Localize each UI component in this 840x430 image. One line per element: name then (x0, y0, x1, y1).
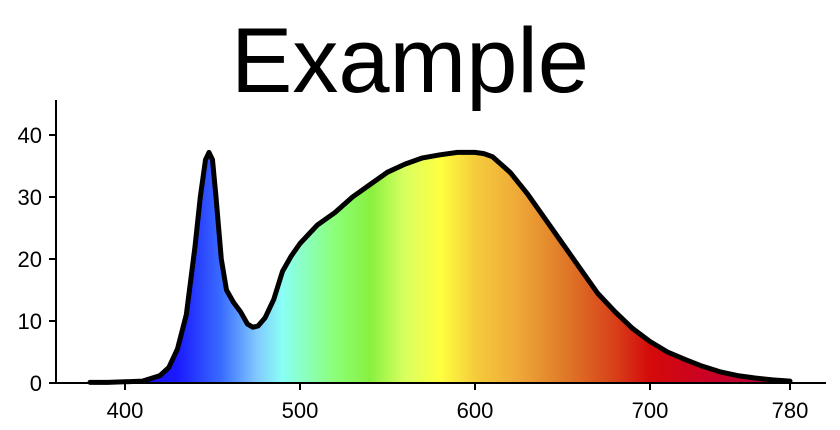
x-tick-label: 780 (772, 398, 809, 423)
x-tick-label: 700 (632, 398, 669, 423)
x-axis-ticks: 400 500 600 700 780 (107, 383, 809, 423)
spectrum-line (87, 149, 793, 385)
chart-title: Example (231, 10, 589, 112)
x-tick-label: 500 (282, 398, 319, 423)
y-axis-ticks: 0 10 20 30 40 (18, 123, 56, 396)
x-tick-label: 400 (107, 398, 144, 423)
y-tick-label: 0 (30, 371, 42, 396)
y-tick-label: 20 (18, 247, 42, 272)
y-tick-label: 40 (18, 123, 42, 148)
y-tick-label: 10 (18, 309, 42, 334)
x-tick-label: 600 (457, 398, 494, 423)
y-tick-label: 30 (18, 185, 42, 210)
spectrum-area (90, 152, 790, 383)
